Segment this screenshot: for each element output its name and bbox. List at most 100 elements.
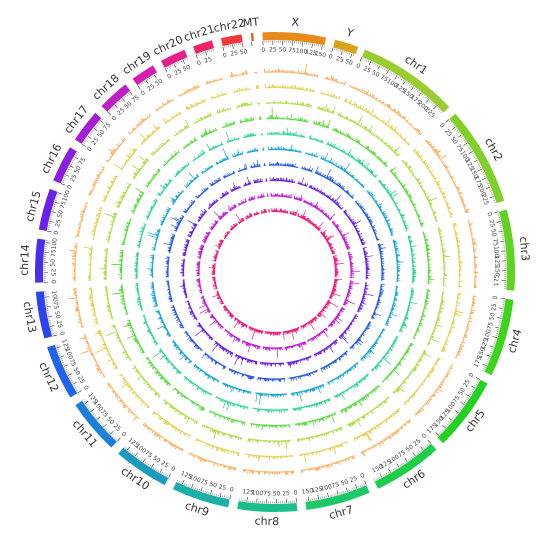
tick-label: 125 xyxy=(305,49,318,58)
axis-tick xyxy=(489,352,492,354)
axis-tick xyxy=(74,386,77,389)
axis-tick xyxy=(475,377,481,380)
axis-tick xyxy=(485,363,488,365)
track-bars xyxy=(195,192,361,358)
axis-tick xyxy=(81,143,86,147)
tick-label: 100 xyxy=(50,290,58,302)
axis-tick xyxy=(156,469,158,471)
axis-tick xyxy=(377,64,379,67)
axis-tick xyxy=(409,457,411,460)
axis-tick xyxy=(57,192,62,195)
axis-tick xyxy=(491,348,494,350)
tick-label: 150 xyxy=(476,346,487,359)
tick-label: 0 xyxy=(111,115,119,123)
axis-tick xyxy=(345,487,348,492)
axis-tick xyxy=(51,333,55,335)
axis-tick xyxy=(333,493,335,496)
axis-tick xyxy=(486,361,489,363)
axis-tick xyxy=(341,491,343,494)
tick-label: 25 xyxy=(112,423,122,433)
axis-tick xyxy=(141,459,143,462)
axis-tick xyxy=(500,297,505,300)
axis-tick xyxy=(456,129,459,132)
axis-tick xyxy=(466,394,471,397)
axis-tick xyxy=(352,487,354,490)
axis-tick xyxy=(47,315,53,318)
axis-tick xyxy=(458,410,460,412)
tick-label: 25 xyxy=(204,56,214,65)
axis-tick xyxy=(175,62,177,65)
tick-label: 125 xyxy=(493,255,501,267)
axis-tick xyxy=(402,79,405,82)
axis-tick xyxy=(424,96,427,99)
chromosome-arc-chr3 xyxy=(499,209,515,291)
axis-tick xyxy=(107,430,109,432)
tick-label: 75 xyxy=(59,200,68,210)
axis-tick xyxy=(166,474,168,477)
axis-tick xyxy=(382,474,384,477)
axis-tick xyxy=(448,417,453,422)
axis-tick xyxy=(64,367,67,369)
tick-label: 25 xyxy=(362,65,372,75)
tick-label: 25 xyxy=(443,128,453,138)
axis-tick xyxy=(492,344,495,346)
chromosome-label-chr4: chr4 xyxy=(505,327,524,354)
axis-tick xyxy=(379,476,381,479)
axis-tick xyxy=(107,111,112,116)
axis-tick xyxy=(457,131,460,134)
axis-tick xyxy=(377,65,381,70)
axis-tick xyxy=(85,139,88,141)
axis-tick xyxy=(396,463,400,468)
axis-tick xyxy=(445,119,450,123)
chromosome-label-chr3: chr3 xyxy=(517,236,532,262)
axis-tick xyxy=(421,93,424,96)
axis-tick xyxy=(418,92,422,97)
axis-tick xyxy=(498,230,503,233)
tick-label: 75 xyxy=(50,249,58,257)
axis-tick xyxy=(131,452,134,455)
axis-tick xyxy=(490,192,493,194)
tick-label: 75 xyxy=(52,301,60,310)
axis-tick xyxy=(489,190,492,192)
tick-label: 0 xyxy=(86,146,94,153)
axis-tick xyxy=(407,459,410,461)
axis-tick xyxy=(359,57,362,62)
axis-tick xyxy=(123,96,125,99)
axis-tick xyxy=(461,405,464,407)
tick-label: 0 xyxy=(166,73,173,81)
axis-tick xyxy=(470,392,473,394)
axis-tick xyxy=(145,79,149,84)
chromosome-arc-chr16 xyxy=(53,147,77,184)
axis-tick xyxy=(166,67,168,70)
axis-tick xyxy=(56,196,59,198)
axis-tick xyxy=(180,481,182,484)
tick-label: 75 xyxy=(288,47,296,55)
axis-tick xyxy=(118,100,121,103)
axis-tick xyxy=(56,349,59,351)
tick-label: 25 xyxy=(160,460,170,470)
tick-label: 25 xyxy=(69,173,79,183)
axis-tick xyxy=(206,491,208,494)
tick-label: 25 xyxy=(49,269,56,277)
tick-label: 0 xyxy=(53,230,61,235)
axis-tick xyxy=(472,388,475,391)
axis-tick xyxy=(214,493,215,496)
tick-label: 0 xyxy=(438,122,446,130)
chromosome-arc-chr7 xyxy=(305,485,370,510)
axis-tick xyxy=(440,111,443,114)
axis-tick xyxy=(382,67,384,70)
axis-tick xyxy=(454,410,459,414)
axis-tick xyxy=(413,87,416,90)
chromosome-arc-chr9 xyxy=(172,481,230,508)
chromosome-label-MT: MT xyxy=(242,15,260,30)
tick-label: 25 xyxy=(269,46,277,53)
tick-label: 0 xyxy=(355,62,361,70)
axis-tick xyxy=(53,203,56,205)
axis-tick xyxy=(491,194,494,196)
axis-tick xyxy=(493,340,496,342)
tick-label: 75 xyxy=(143,449,153,459)
axis-tick xyxy=(76,153,79,155)
chromosome-label-chr15: chr15 xyxy=(23,189,44,223)
tick-label: 200 xyxy=(476,184,487,197)
axis-tick xyxy=(331,47,334,53)
